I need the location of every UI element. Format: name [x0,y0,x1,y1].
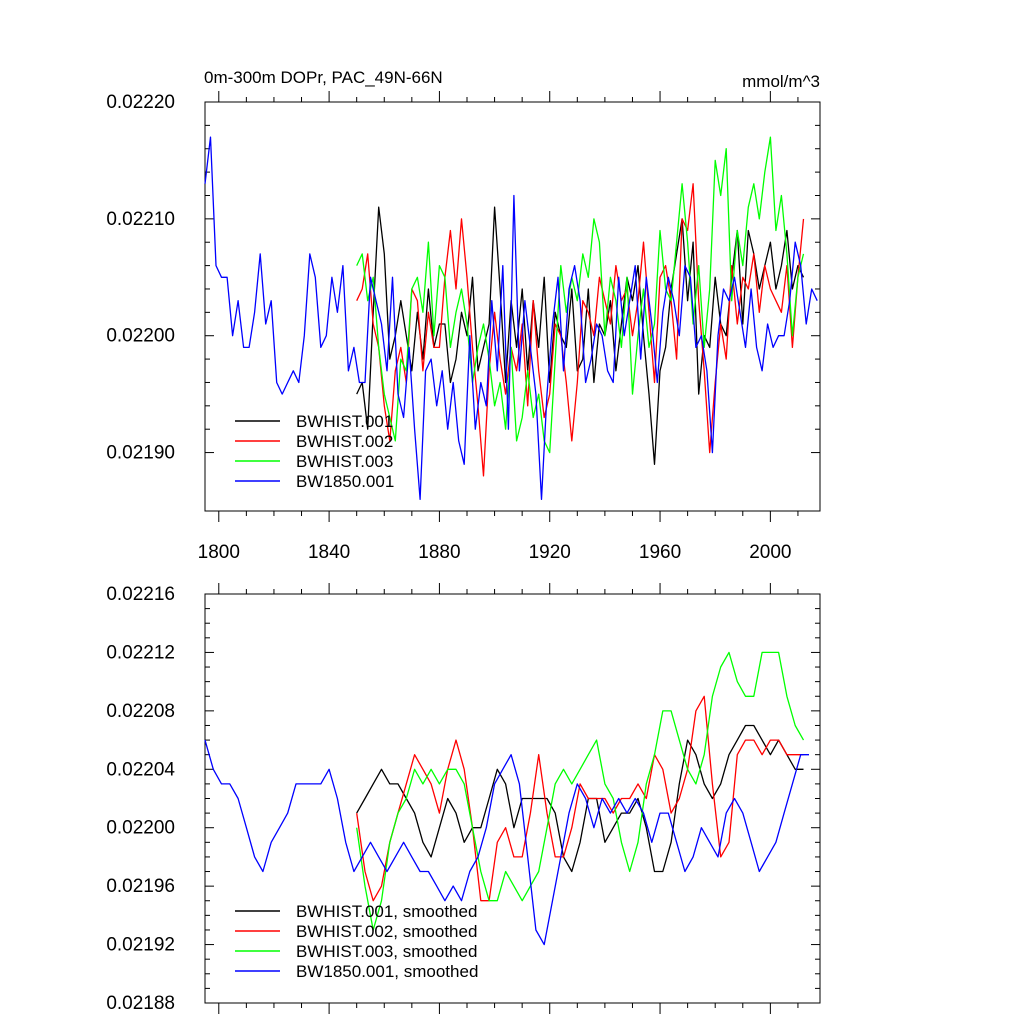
x-tick-label: 1800 [198,542,240,563]
series-line [356,724,804,873]
y-tick-label: 0.02196 [106,876,175,897]
y-tick-label: 0.02220 [106,92,175,113]
axis-ticks: 0.02216 0.02212 0.02208 0.02204 0.02200 0.021… [106,583,820,1014]
y-tick-label: 0.02190 [106,443,175,464]
y-tick-label: 0.02200 [106,326,175,347]
legend-label: BWHIST.003 [296,452,393,471]
series-line [356,183,805,477]
panel-smoothed: 0.02216 0.02212 0.02208 0.02204 0.02200 0.021… [106,583,821,1014]
y-tick-label: 0.02188 [106,993,175,1014]
series-line [204,136,818,500]
series-line [204,739,809,946]
x-tick-label: 1960 [639,542,681,563]
legend-label: BWHIST.002 [296,432,393,451]
panel-raw: 0m-300m DOPr, PAC_49N-66N mmol/m^3 0.022… [106,68,821,563]
legend-label: BWHIST.002, smoothed [296,922,477,941]
series-lines [204,136,818,500]
x-tick-label: 2000 [749,542,791,563]
y-tick-label: 0.02200 [106,818,175,839]
plot-frame [204,101,821,512]
panel-title-left: 0m-300m DOPr, PAC_49N-66N [204,68,443,87]
legend-label: BWHIST.001 [296,412,393,431]
y-tick-label: 0.02192 [106,935,175,956]
x-tick-label: 1880 [418,542,460,563]
x-tick-label: 1920 [529,542,571,563]
legend-label: BW1850.001 [296,472,394,491]
x-tick-label: 1840 [308,542,350,563]
legend-label: BW1850.001, smoothed [296,962,478,981]
series-line [356,695,804,902]
panel-units: mmol/m^3 [742,72,820,91]
y-tick-label: 0.02204 [106,759,175,780]
axis-ticks: 0.02220 0.02210 0.02200 0.02190 1800 1840 1880… [106,91,820,563]
series-line [356,651,805,931]
series-line [356,136,805,454]
legend-label: BWHIST.003, smoothed [296,942,477,961]
series-lines [204,651,809,946]
y-tick-label: 0.02208 [106,701,175,722]
y-tick-label: 0.02216 [106,584,175,605]
y-tick-label: 0.02210 [106,209,175,230]
legend-label: BWHIST.001, smoothed [296,902,477,921]
y-tick-label: 0.02212 [106,642,175,663]
